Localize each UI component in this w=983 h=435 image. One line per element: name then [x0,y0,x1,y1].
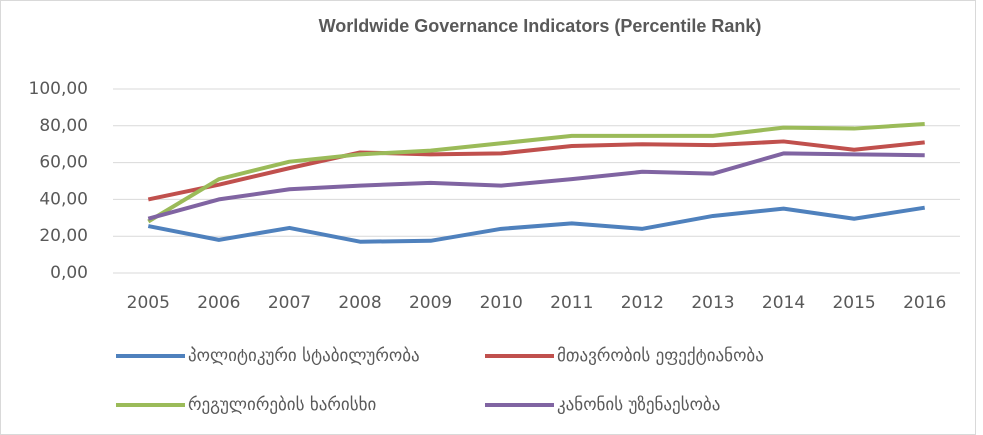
y-tick-label: 20,00 [39,226,88,246]
x-tick-label: 2009 [409,293,452,313]
x-tick-label: 2012 [621,293,664,313]
series-line [147,139,925,202]
y-tick-label: 0,00 [50,263,88,283]
legend-label: კანონის უზენაესობა [557,395,720,415]
x-tick-label: 2015 [832,293,875,313]
y-tick-label: 40,00 [39,189,88,209]
x-tick-label: 2007 [268,293,311,313]
x-tick-label: 2010 [480,293,523,313]
x-tick-label: 2011 [550,293,593,313]
x-tick-label: 2005 [127,293,170,313]
chart-title: Worldwide Governance Indicators (Percent… [319,16,762,36]
x-tick-label: 2008 [338,293,381,313]
x-tick-label: 2013 [691,293,734,313]
x-tick-label: 2006 [197,293,240,313]
y-tick-label: 100,00 [29,79,88,99]
legend-label: პოლიტიკური სტაბილურობა [188,346,420,366]
legend-label: მთავრობის ეფექტიანობა [557,346,764,366]
y-tick-label: 60,00 [39,153,88,173]
y-tick-label: 80,00 [39,116,88,136]
x-tick-label: 2016 [903,293,946,313]
legend-label: რეგულირების ხარისხი [188,395,376,415]
series-line [147,205,926,244]
series-line [147,151,925,221]
series-line [147,121,925,224]
x-tick-label: 2014 [762,293,805,313]
